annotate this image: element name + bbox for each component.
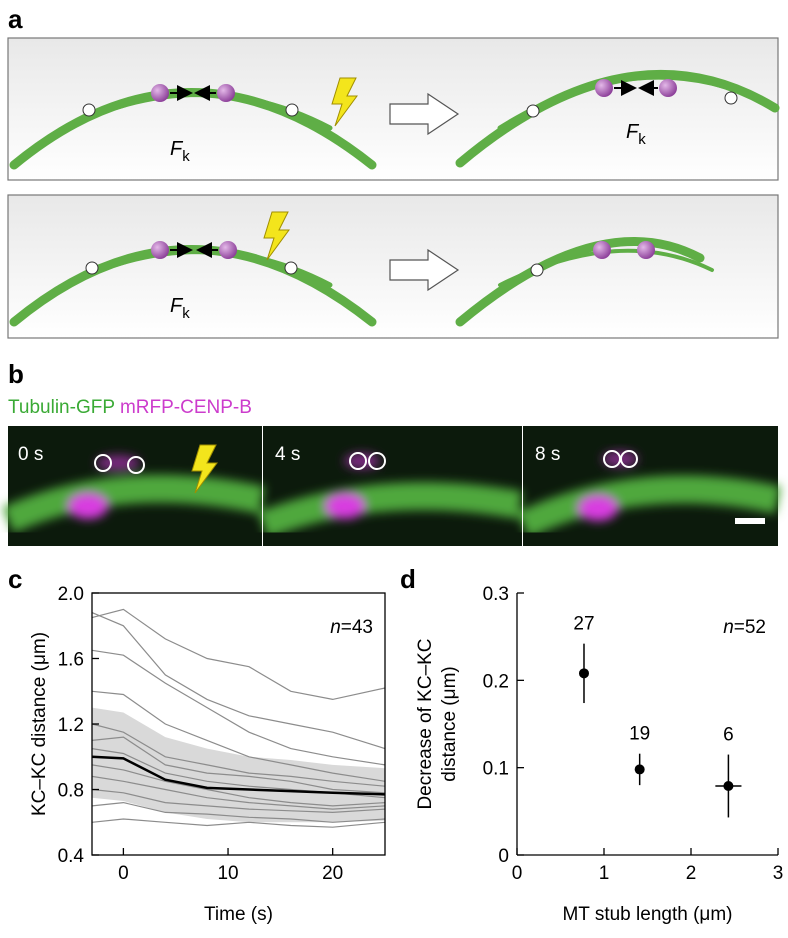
trace-line [91,608,386,701]
diagram-box [7,194,779,339]
trace-line [91,818,386,828]
y-tick-label: 0.8 [58,781,84,802]
force-subscript: k [182,148,190,165]
count-label: 27 [573,614,594,635]
y-tick-label: 0.2 [483,671,509,692]
count-label: 19 [629,724,650,745]
force-subscript: k [638,131,646,148]
y-tick-label: 2.0 [58,584,84,605]
panel-label: c [8,564,22,594]
y-axis-label: KC–KC distance (μm) [29,632,50,816]
y-tick-label: 0.1 [483,759,509,780]
y-tick-label: 1.2 [58,715,84,736]
x-tick-label: 1 [599,863,610,884]
force-symbol: F [626,121,640,143]
force-label: Fk [170,295,190,322]
annotation: n=52 [723,617,766,638]
x-axis-label: Time (s) [204,904,273,925]
x-tick-label: 10 [217,863,238,884]
force-label: Fk [626,121,646,148]
trace-line [91,775,386,810]
trace-line [91,649,386,766]
annotation-text: =52 [734,617,766,638]
annotation-var: n [723,617,734,638]
sd-band [92,707,385,823]
panel-label: b [8,359,24,389]
x-tick-label: 2 [686,863,697,884]
trace-line [91,736,386,794]
force-subscript: k [182,305,190,322]
trace-line [91,723,386,787]
frame-time: 8 s [535,444,560,465]
annotation: n=43 [330,617,373,638]
y-axis-label: Decrease of KC–KC [415,638,436,809]
channel-magenta: mRFP-CENP-B [120,397,252,418]
point [634,764,645,775]
force-label: Fk [170,138,190,165]
annotation-text: =43 [341,617,373,638]
point [723,781,734,792]
trace-line [91,801,386,823]
x-tick-label: 3 [773,863,784,884]
point [578,668,589,679]
x-tick-label: 20 [322,863,343,884]
force-symbol: F [170,295,184,317]
trace-line [91,690,386,782]
trace-line [91,612,386,750]
x-tick-label: 0 [118,863,129,884]
frame-time: 0 s [18,444,43,465]
channel-green: Tubulin-GFP [8,397,115,418]
y-tick-label: 0.4 [58,846,85,867]
channel-labels: Tubulin-GFP mRFP-CENP-B [8,397,252,418]
panel-label: a [8,4,23,34]
x-tick-label: 0 [512,863,523,884]
y-axis-label: distance (μm) [439,666,460,781]
mean-line [91,755,386,796]
frame-time: 4 s [275,444,300,465]
diagram-box [7,37,780,181]
panel-label: d [400,564,416,594]
annotation-var: n [330,617,341,638]
y-tick-label: 0.3 [483,584,509,605]
micrograph-strip [2,426,781,546]
x-axis-label: MT stub length (μm) [562,904,732,925]
y-tick-label: 0 [498,846,509,867]
trace-line [91,788,386,814]
count-label: 6 [723,725,734,746]
y-tick-label: 1.6 [58,650,84,671]
trace-line [91,764,386,807]
force-symbol: F [170,138,184,160]
